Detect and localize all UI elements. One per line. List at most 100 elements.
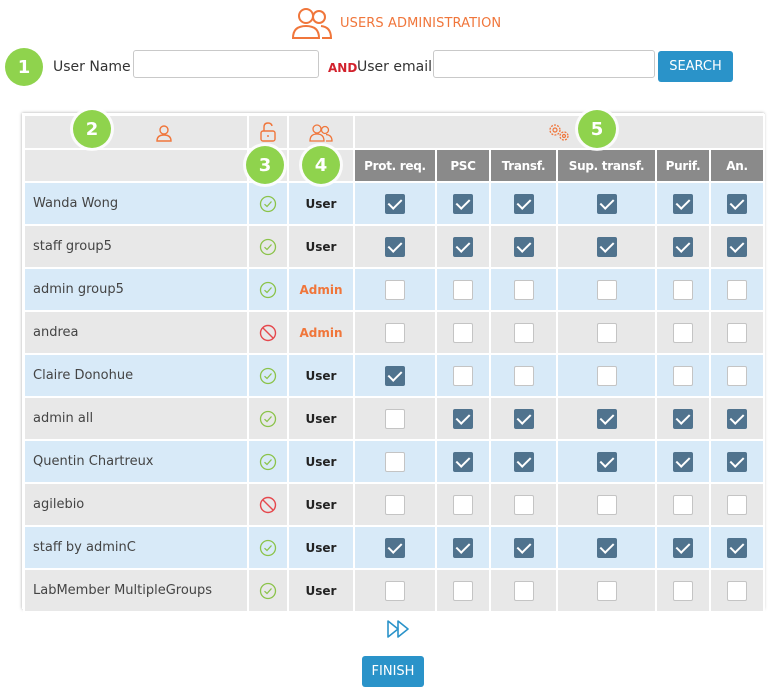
permission-checkbox[interactable] [453, 279, 473, 300]
blocked-icon [259, 325, 277, 342]
role-cell[interactable]: User [287, 396, 355, 441]
status-cell[interactable] [247, 267, 289, 312]
user-name-cell[interactable]: Wanda Wong [23, 181, 249, 226]
user-name-input[interactable] [133, 50, 319, 78]
permission-checkbox[interactable] [673, 236, 693, 257]
user-name-cell[interactable]: admin all [23, 396, 249, 441]
permission-checkbox[interactable] [385, 451, 405, 472]
permission-checkbox[interactable] [673, 580, 693, 601]
permission-checkbox[interactable] [727, 365, 748, 386]
permission-checkbox[interactable] [453, 494, 473, 515]
permission-checkbox[interactable] [453, 365, 473, 386]
permission-checkbox[interactable] [513, 451, 534, 472]
permission-checkbox[interactable] [596, 580, 617, 601]
role-cell[interactable]: User [287, 568, 355, 613]
permission-checkbox[interactable] [513, 494, 534, 515]
permission-checkbox[interactable] [385, 408, 405, 429]
permission-checkbox[interactable] [385, 322, 405, 343]
permission-checkbox[interactable] [453, 537, 473, 558]
user-name-cell[interactable]: Claire Donohue [23, 353, 249, 398]
permission-checkbox[interactable] [727, 279, 748, 300]
permission-checkbox[interactable] [453, 580, 473, 601]
role-cell[interactable]: User [287, 224, 355, 269]
role-cell[interactable]: User [287, 181, 355, 226]
status-cell[interactable] [247, 482, 289, 527]
role-cell[interactable]: User [287, 482, 355, 527]
permission-checkbox[interactable] [385, 537, 405, 558]
status-cell[interactable] [247, 439, 289, 484]
permission-checkbox[interactable] [596, 193, 617, 214]
permission-checkbox[interactable] [513, 279, 534, 300]
permission-checkbox[interactable] [673, 193, 693, 214]
permission-checkbox[interactable] [513, 322, 534, 343]
permission-checkbox[interactable] [673, 451, 693, 472]
permission-checkbox[interactable] [453, 408, 473, 429]
role-cell[interactable]: Admin [287, 310, 355, 355]
status-cell[interactable] [247, 353, 289, 398]
permission-checkbox[interactable] [596, 365, 617, 386]
permission-checkbox[interactable] [727, 494, 748, 515]
permission-cell [556, 439, 657, 484]
permission-checkbox[interactable] [727, 451, 748, 472]
role-cell[interactable]: User [287, 525, 355, 570]
permission-checkbox[interactable] [727, 580, 748, 601]
permission-checkbox[interactable] [596, 322, 617, 343]
permission-checkbox[interactable] [596, 236, 617, 257]
permission-checkbox[interactable] [596, 408, 617, 429]
user-name-cell[interactable]: LabMember MultipleGroups [23, 568, 249, 613]
permission-checkbox[interactable] [673, 408, 693, 429]
permission-checkbox[interactable] [385, 193, 405, 214]
permission-checkbox[interactable] [727, 193, 748, 214]
permission-checkbox[interactable] [453, 236, 473, 257]
permission-checkbox[interactable] [385, 365, 405, 386]
permission-checkbox[interactable] [673, 537, 693, 558]
permission-checkbox[interactable] [673, 365, 693, 386]
perm-col-prot-req: Prot. req. [353, 148, 437, 183]
permission-checkbox[interactable] [385, 279, 405, 300]
permission-checkbox[interactable] [673, 279, 693, 300]
permission-checkbox[interactable] [513, 408, 534, 429]
permission-checkbox[interactable] [727, 408, 748, 429]
role-cell[interactable]: User [287, 353, 355, 398]
status-cell[interactable] [247, 525, 289, 570]
permission-checkbox[interactable] [673, 322, 693, 343]
user-name-cell[interactable]: Quentin Chartreux [23, 439, 249, 484]
status-cell[interactable] [247, 568, 289, 613]
permission-checkbox[interactable] [673, 494, 693, 515]
permission-cell [353, 396, 437, 441]
role-cell[interactable]: Admin [287, 267, 355, 312]
permission-checkbox[interactable] [727, 322, 748, 343]
finish-button[interactable]: FINISH [362, 656, 424, 687]
permission-checkbox[interactable] [513, 537, 534, 558]
user-name-cell[interactable]: agilebio [23, 482, 249, 527]
permission-cell [708, 439, 766, 484]
permission-checkbox[interactable] [453, 322, 473, 343]
permission-checkbox[interactable] [596, 494, 617, 515]
permission-checkbox[interactable] [596, 279, 617, 300]
permission-checkbox[interactable] [513, 236, 534, 257]
permission-checkbox[interactable] [513, 365, 534, 386]
user-name-cell[interactable]: staff group5 [23, 224, 249, 269]
permission-checkbox[interactable] [513, 193, 534, 214]
status-cell[interactable] [247, 181, 289, 226]
permission-checkbox[interactable] [596, 451, 617, 472]
permission-checkbox[interactable] [385, 236, 405, 257]
status-cell[interactable] [247, 224, 289, 269]
user-name-cell[interactable]: andrea [23, 310, 249, 355]
permission-checkbox[interactable] [385, 494, 405, 515]
user-name-cell[interactable]: admin group5 [23, 267, 249, 312]
permission-checkbox[interactable] [596, 537, 617, 558]
permission-checkbox[interactable] [513, 580, 534, 601]
permission-checkbox[interactable] [727, 236, 748, 257]
search-button[interactable]: SEARCH [658, 51, 733, 82]
status-cell[interactable] [247, 310, 289, 355]
next-page-button[interactable] [386, 619, 412, 643]
permission-checkbox[interactable] [727, 537, 748, 558]
role-cell[interactable]: User [287, 439, 355, 484]
permission-checkbox[interactable] [453, 451, 473, 472]
user-email-input[interactable] [433, 50, 655, 78]
user-name-cell[interactable]: staff by adminC [23, 525, 249, 570]
permission-checkbox[interactable] [385, 580, 405, 601]
permission-checkbox[interactable] [453, 193, 473, 214]
status-cell[interactable] [247, 396, 289, 441]
